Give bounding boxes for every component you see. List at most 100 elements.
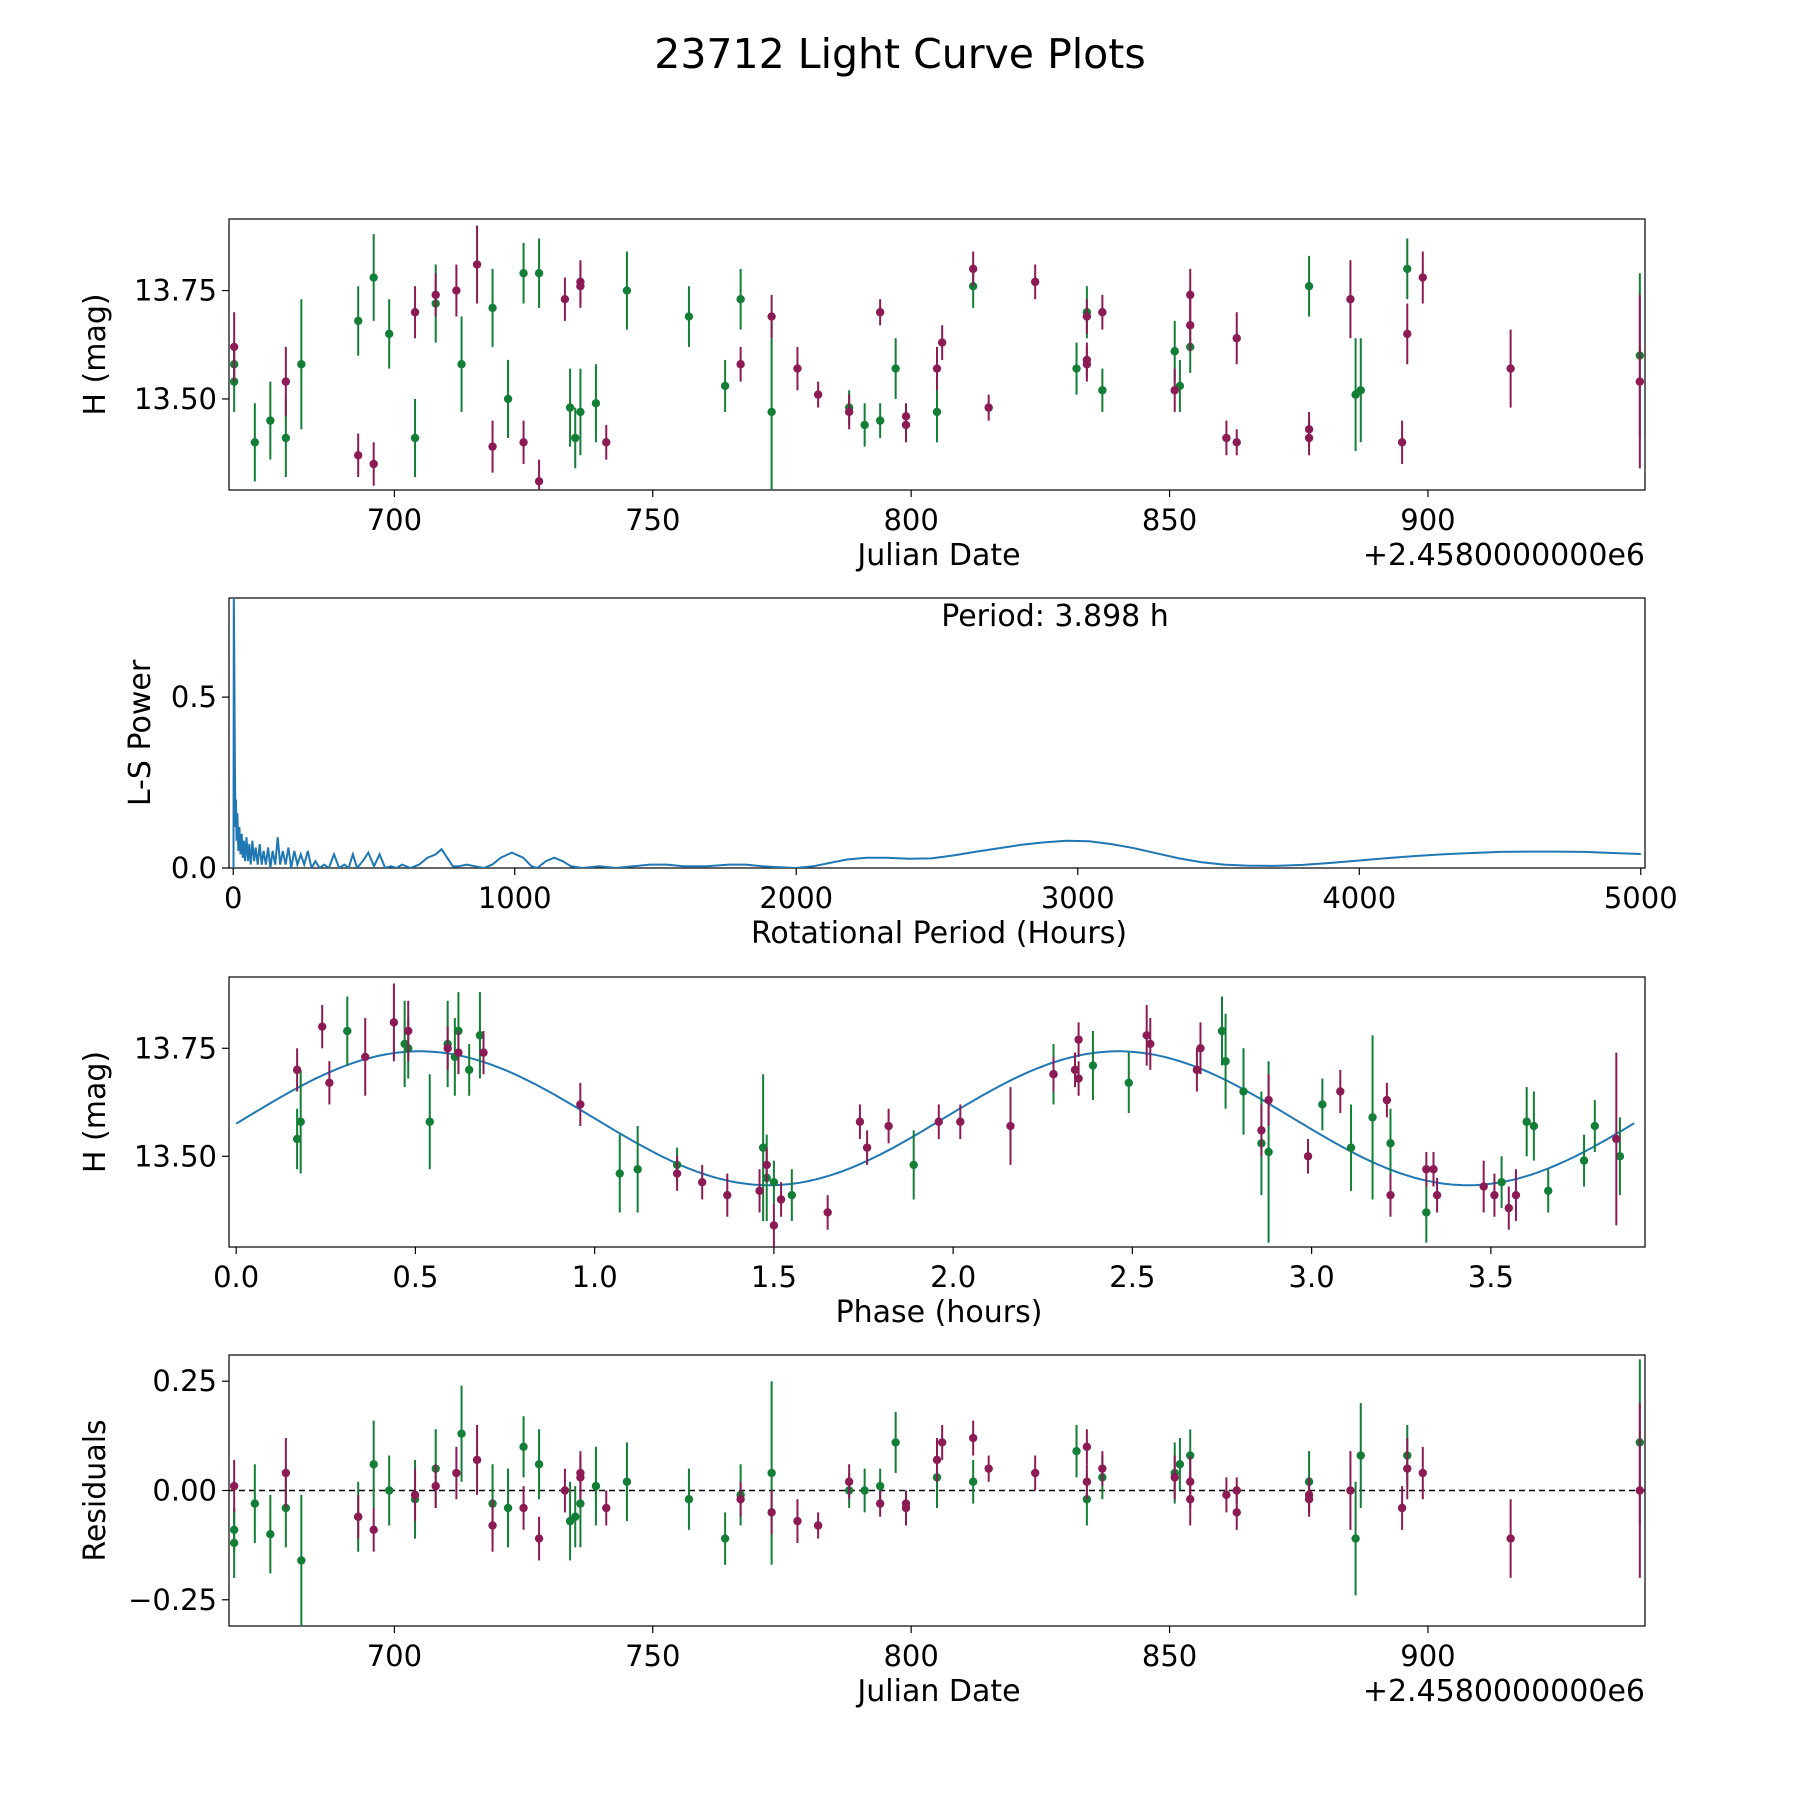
data-point-green [1098,386,1107,395]
y-tick-label: 0.0 [171,851,217,885]
data-point-green [684,1495,694,1504]
data-point-magenta [1030,1468,1040,1478]
y-axis-label: L-S Power [123,659,158,806]
data-point-magenta [1635,1486,1645,1495]
x-offset-label: +2.4580000000e6 [1363,538,1645,573]
data-point-green [875,1481,885,1491]
y-tick-label: 0.5 [171,680,217,714]
data-point-magenta [1222,433,1231,443]
data-point-green [1544,1186,1553,1196]
data-point-green [1124,1078,1133,1088]
data-point-green [622,1477,632,1486]
axes-frame [228,976,1646,1248]
data-point-magenta [281,377,291,386]
data-point-green [891,1438,900,1447]
axes-frame [228,597,1646,869]
data-point-magenta [1403,329,1412,339]
data-point-magenta [353,451,363,460]
x-axis-label: Julian Date [855,1674,1020,1709]
data-point-magenta [431,1481,440,1491]
data-point-magenta [1192,1065,1202,1075]
data-point-green [297,1556,306,1565]
x-tick-label: 4000 [1322,881,1396,915]
data-point-green [1351,1534,1360,1543]
panel-lightcurve: 700 750 800 850 900 13.50 13.75 Julian Date H (m… [78,218,1646,573]
data-point-green [457,360,466,369]
data-point-green [1368,1113,1377,1122]
data-point-magenta [1304,425,1314,434]
data-point-green [425,1117,434,1126]
panel-periodogram: 0 1000 2000 3000 4000 5000 0.0 0.5 Rotational Pe… [123,597,1678,951]
data-point-magenta [901,420,911,430]
data-point-magenta [1506,364,1515,373]
data-point-magenta [1479,1182,1488,1191]
data-point-magenta [519,1503,528,1513]
data-point-magenta [472,1455,482,1465]
data-point-green [343,1026,352,1036]
data-point-green [909,1160,918,1170]
data-point-magenta [844,1477,854,1486]
y-tick-label: −0.25 [128,1583,217,1617]
data-point-magenta [560,1486,570,1495]
data-point-green [385,329,394,339]
data-point-green [767,407,776,417]
data-point-magenta [1429,1165,1438,1174]
power-series-line [232,598,1641,868]
x-tick-label: 2.5 [1109,1260,1155,1294]
data-point-magenta [1222,1490,1231,1500]
data-point-green [229,1538,239,1548]
data-point-magenta [1418,273,1427,282]
data-point-green [385,1486,394,1495]
data-point-magenta [1403,1464,1412,1473]
data-point-magenta [723,1190,732,1200]
data-point-magenta [1346,1486,1355,1495]
data-point-green [1264,1147,1273,1157]
data-point-green [1239,1087,1248,1096]
plot-area [232,598,1641,868]
data-point-magenta [862,1143,872,1152]
data-point-magenta [823,1208,832,1217]
data-point-magenta [325,1078,334,1088]
data-point-green [534,1460,544,1469]
data-point-magenta [1074,1035,1083,1044]
plot-area [235,983,1635,1247]
figure-title: 23712 Light Curve Plots [654,30,1146,78]
data-point-magenta [389,1018,399,1027]
data-point-magenta [1006,1121,1015,1131]
y-axis-label: H (mag) [78,293,113,415]
axes-frame [228,218,1646,491]
data-point-magenta [443,1044,452,1053]
data-point-magenta [937,1438,947,1447]
data-point-green [591,1481,601,1491]
x-tick-label: 850 [1142,1639,1197,1673]
sinusoid-fit-line [235,1050,1635,1187]
data-point-magenta [1232,438,1241,447]
data-point-magenta [369,1525,378,1535]
data-point-magenta [1196,1044,1205,1053]
data-point-green [296,1117,305,1126]
data-point-magenta [1397,438,1407,447]
data-point-magenta [813,390,823,399]
data-point-green [1088,1061,1098,1070]
data-point-green [1356,386,1365,395]
data-point-magenta [776,1195,786,1204]
data-point-green [1221,1057,1230,1066]
data-point-green [860,420,869,430]
data-point-magenta [1304,1495,1314,1504]
data-point-green [1386,1139,1395,1148]
data-point-green [860,1486,869,1495]
data-point-green [297,360,306,369]
period-annotation: Period: 3.898 h [941,599,1169,634]
x-axis-label: Phase (hours) [836,1295,1043,1330]
x-axis-label: Rotational Period (Hours) [751,916,1127,951]
data-point-green [565,403,575,412]
data-point-green [571,433,580,443]
data-point-magenta [534,1534,544,1543]
data-point-magenta [361,1052,370,1062]
data-point-magenta [576,1473,585,1482]
data-point-green [266,416,275,425]
data-point-magenta [875,1499,885,1508]
data-point-green [1318,1100,1327,1109]
data-point-green [1579,1156,1589,1165]
y-tick-label: 13.50 [134,1139,217,1173]
